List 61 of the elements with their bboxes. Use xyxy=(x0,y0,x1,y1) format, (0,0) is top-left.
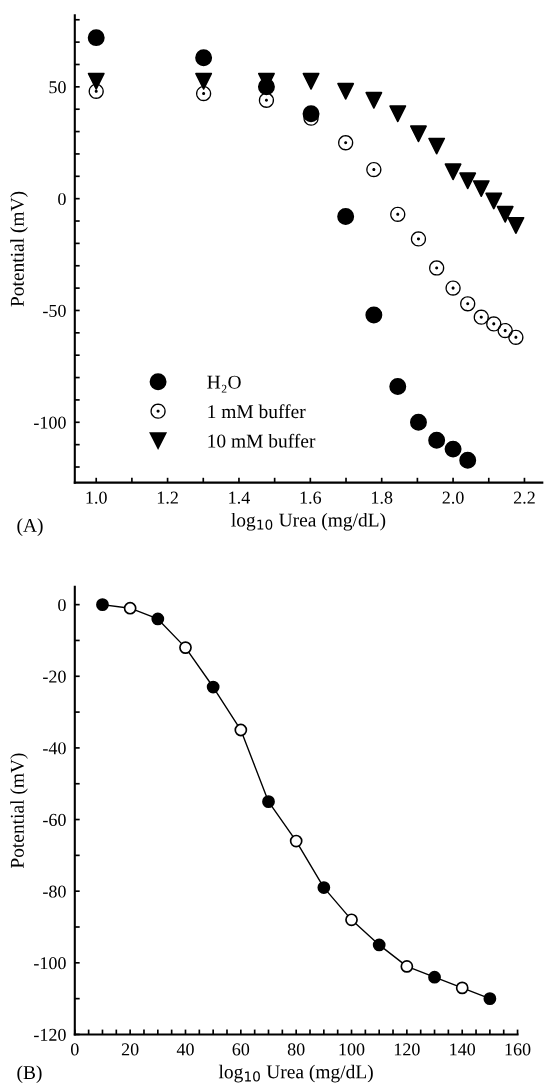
x-tick-label: 80 xyxy=(287,1043,305,1056)
point xyxy=(338,135,354,151)
point xyxy=(508,329,524,345)
y-tick-label: -100 xyxy=(34,416,66,429)
point xyxy=(365,91,383,109)
y-tick-label: 0 xyxy=(58,598,66,612)
point xyxy=(410,231,427,247)
point xyxy=(459,172,477,190)
x-tick-label: 1.2 xyxy=(157,491,178,504)
point xyxy=(389,105,407,123)
x-tick-label: 1.4 xyxy=(229,491,250,504)
y-tick-label: 50 xyxy=(49,81,66,94)
point xyxy=(428,137,446,155)
point xyxy=(195,72,213,90)
point xyxy=(496,205,514,223)
x-tick-label: 120 xyxy=(394,1043,420,1056)
point xyxy=(486,316,502,332)
point xyxy=(473,309,489,325)
point xyxy=(337,82,355,100)
x-tick-label: 60 xyxy=(232,1043,250,1056)
point xyxy=(444,163,462,181)
y-tick-label: -100 xyxy=(34,957,66,970)
x-tick-label: 40 xyxy=(176,1043,194,1056)
x-tick-label: 2.0 xyxy=(442,491,464,504)
y-tick-label: 0 xyxy=(58,192,66,206)
y-tick-label: -80 xyxy=(43,885,66,898)
y-axis-title: Potential (mV) xyxy=(10,753,28,869)
y-axis-title: Potential (mV) xyxy=(10,191,28,307)
point xyxy=(460,296,476,312)
x-tick-label: 1.0 xyxy=(86,491,107,504)
x-tick-label: 140 xyxy=(450,1043,476,1056)
x-tick-label: 1.6 xyxy=(300,491,322,504)
x-tick-label: 2.2 xyxy=(513,491,535,504)
y-tick-label: -60 xyxy=(43,813,66,826)
point xyxy=(195,85,212,102)
point xyxy=(258,92,275,108)
point xyxy=(485,192,503,210)
y-tick-label: -40 xyxy=(43,742,66,755)
legend-label: 10 mM buffer xyxy=(208,433,316,448)
x-tick-label: 160 xyxy=(505,1043,531,1056)
point xyxy=(507,217,525,234)
point xyxy=(87,72,105,90)
x-tick-label: 1.8 xyxy=(372,491,393,504)
x-tick-label: 100 xyxy=(339,1043,365,1056)
y-tick-label: -50 xyxy=(43,304,66,317)
x-axis-title: log$_{10}$ Urea (mg/dL) xyxy=(218,1064,373,1083)
point xyxy=(302,72,320,90)
x-tick-label: 20 xyxy=(121,1043,139,1056)
point xyxy=(390,206,406,222)
point xyxy=(366,161,382,178)
y-tick-label: -120 xyxy=(34,1028,66,1041)
point xyxy=(409,125,427,143)
point xyxy=(445,280,461,296)
text: (A) xyxy=(17,518,43,536)
x-axis-title: log$_{10}$ Urea (mg/dL) xyxy=(231,512,386,531)
legend-label: H₂O xyxy=(207,375,241,393)
y-tick-label: -20 xyxy=(43,670,66,683)
text: (B) xyxy=(17,1065,42,1084)
point xyxy=(472,180,490,198)
x-tick-label: 0 xyxy=(70,1043,79,1056)
legend-label: 1 mM buffer xyxy=(208,404,306,419)
